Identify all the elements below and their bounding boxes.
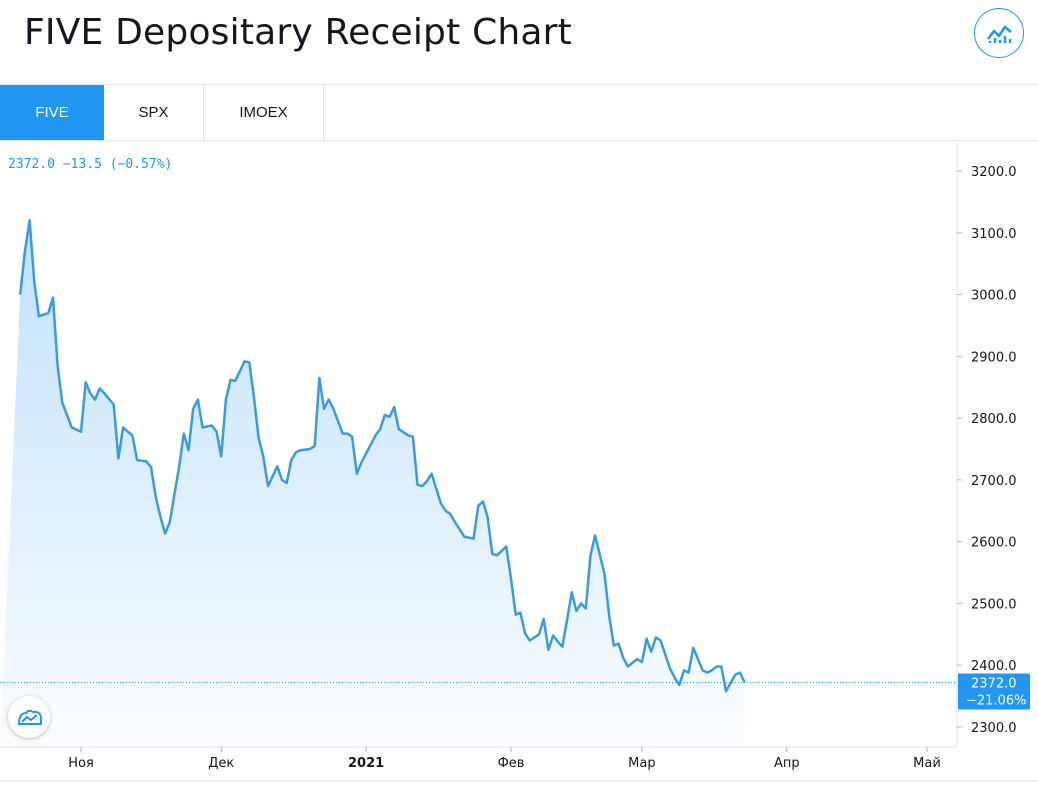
x-tick-label: Дек [208, 756, 234, 771]
x-tick-label: Апр [774, 756, 800, 771]
tab-imoex[interactable]: IMOEX [204, 85, 324, 140]
x-tick-label: Ноя [68, 756, 94, 771]
last-price-change: −21.06% [966, 694, 1026, 709]
y-tick-label: 2400.0 [971, 659, 1017, 674]
tab-five[interactable]: FIVE [0, 85, 104, 140]
last-price-value: 2372.0 [971, 677, 1017, 692]
y-tick-label: 2800.0 [971, 412, 1017, 427]
symbol-tabs: FIVE SPX IMOEX [0, 85, 324, 140]
header-divider [0, 84, 1038, 85]
x-tick-label: Мар [628, 756, 655, 771]
tabs-divider [0, 140, 1038, 141]
y-tick-label: 3200.0 [971, 165, 1017, 180]
tab-spx[interactable]: SPX [104, 85, 204, 140]
x-tick-label: Фев [498, 756, 525, 771]
y-tick-label: 2500.0 [971, 597, 1017, 612]
tradingview-logo-icon [17, 709, 42, 725]
y-tick-label: 2700.0 [971, 474, 1017, 489]
tradingview-logo-button[interactable] [8, 696, 50, 738]
price-area-fill [0, 220, 745, 747]
chart-logo-button[interactable] [974, 8, 1024, 58]
x-tick-label: 2021 [348, 756, 384, 771]
last-price-badge [958, 673, 1030, 710]
y-tick-label: 3100.0 [971, 227, 1017, 242]
x-tick-label: Май [913, 756, 941, 771]
y-tick-label: 3000.0 [971, 289, 1017, 304]
price-line [18, 219, 746, 693]
page-title: FIVE Depositary Receipt Chart [24, 12, 572, 53]
y-tick-label: 2300.0 [971, 721, 1017, 736]
chart-trend-icon [987, 25, 1012, 43]
y-tick-label: 2900.0 [971, 350, 1017, 365]
y-tick-label: 2600.0 [971, 536, 1017, 551]
price-legend: 2372.0 −13.5 (−0.57%) [8, 157, 173, 172]
price-chart[interactable]: 3200.0 3100.0 3000.0 2900.0 2800.0 2700.0 2600… [0, 141, 1038, 792]
